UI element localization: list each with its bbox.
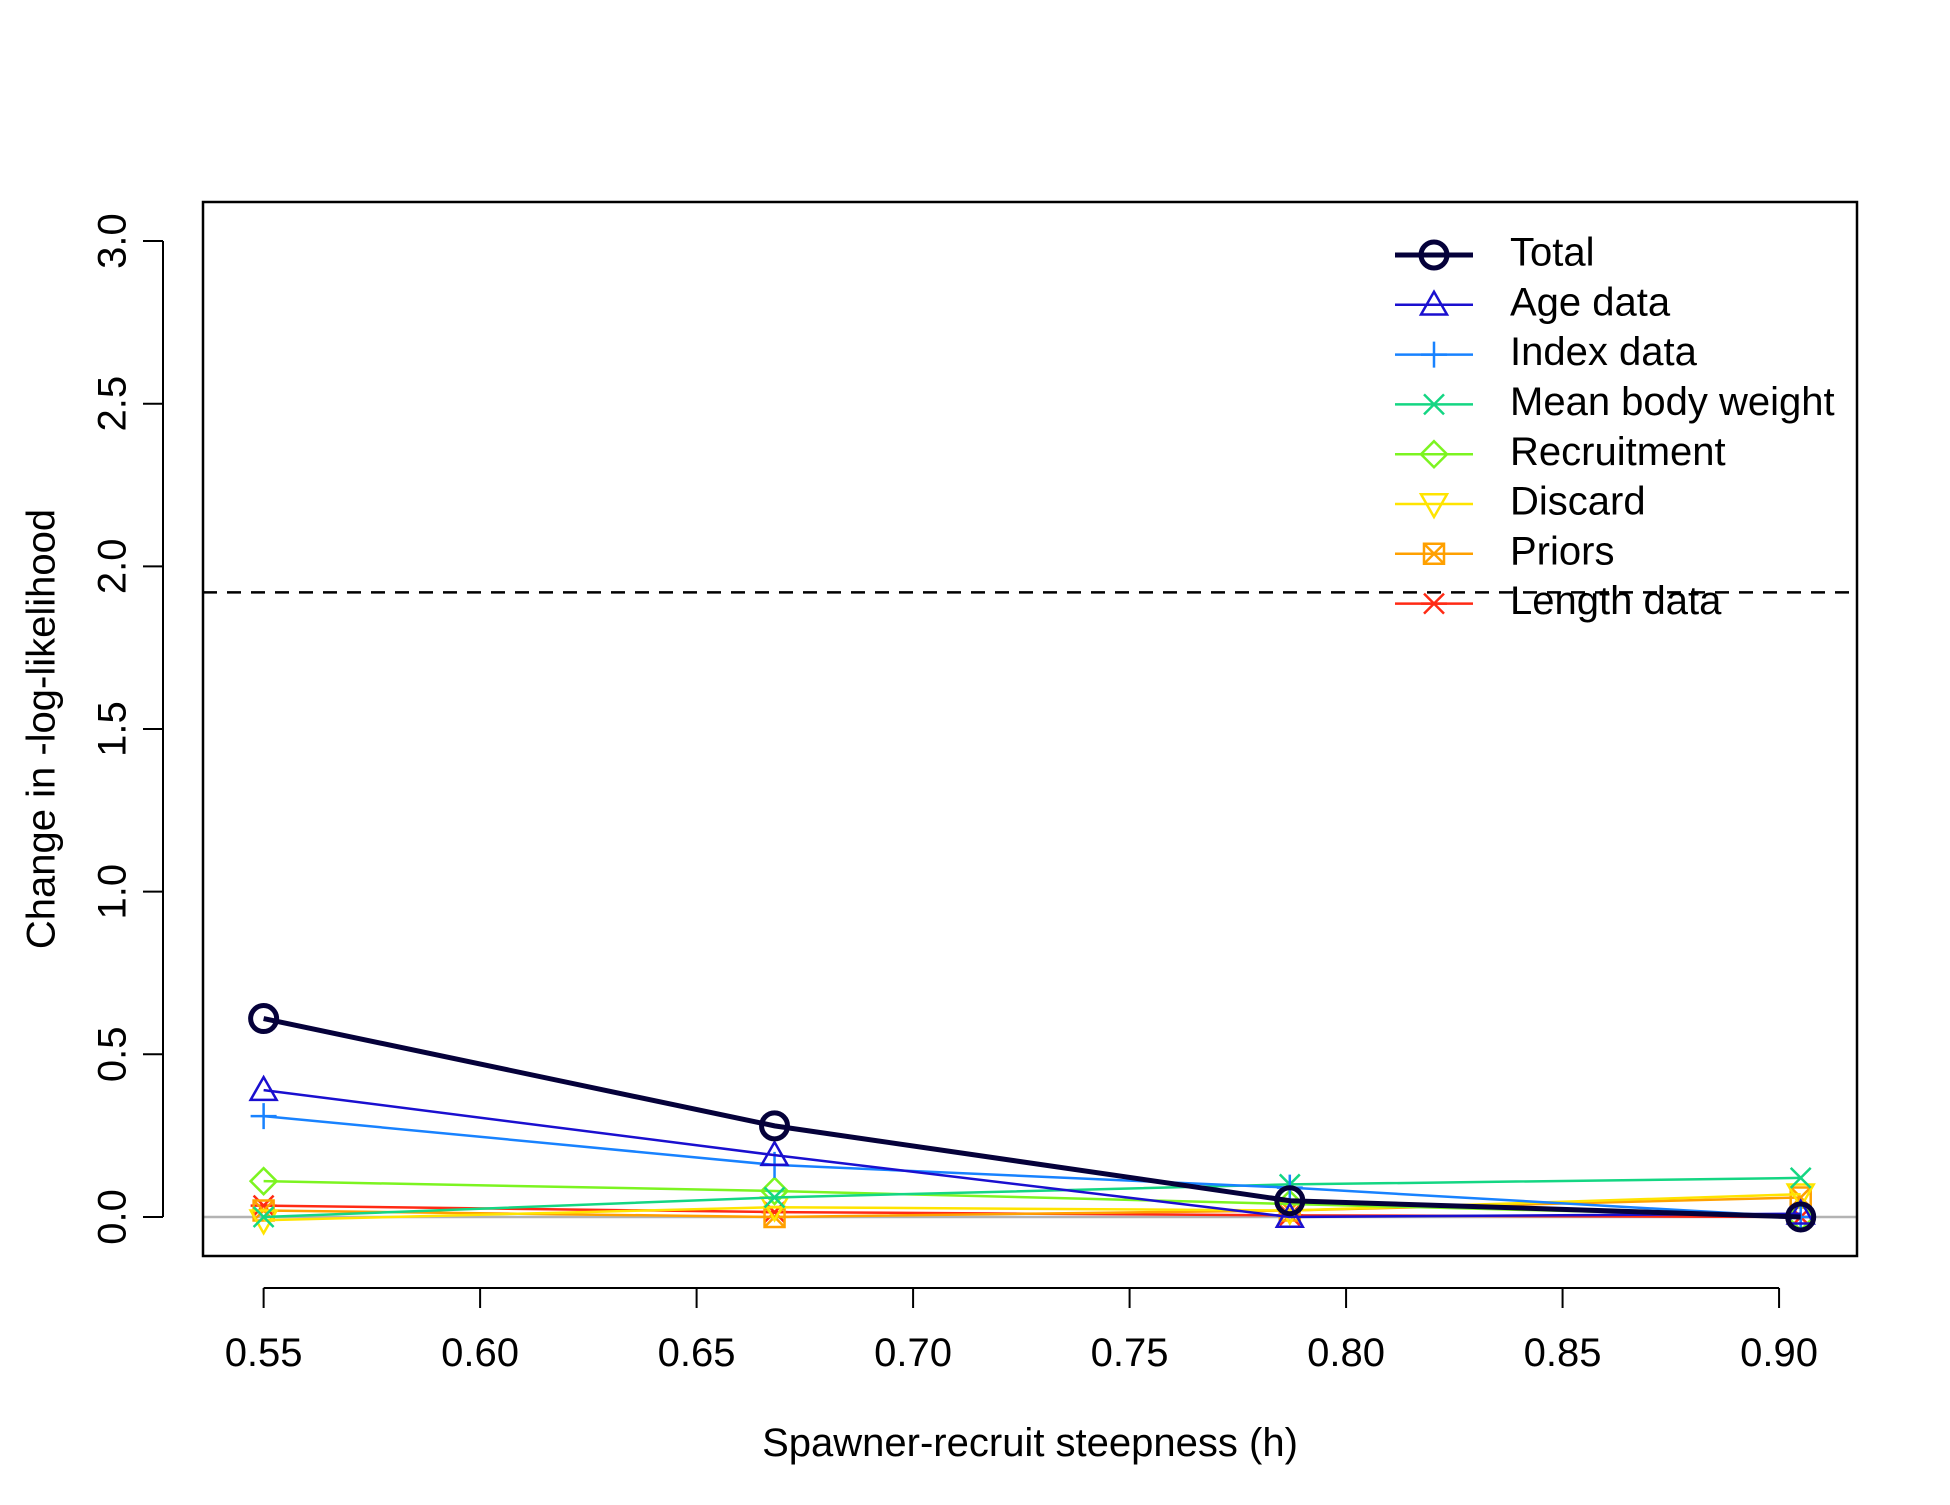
legend-label: Total — [1510, 231, 1595, 275]
legend-label: Priors — [1510, 529, 1614, 573]
legend-marker — [1418, 239, 1450, 271]
y-tick-label: 2.0 — [91, 539, 135, 595]
legend-marker — [1419, 439, 1449, 469]
series-line-index-data — [263, 1114, 1801, 1219]
legend-marker — [1423, 393, 1445, 416]
y-tick-label: 0.5 — [91, 1027, 135, 1083]
data-point-mean-body-weight — [1789, 1167, 1812, 1189]
legend-label: Recruitment — [1510, 430, 1726, 474]
series-age-data — [248, 1074, 1816, 1228]
data-point-age-data — [248, 1074, 279, 1102]
legend-label: Length data — [1510, 579, 1722, 623]
plot-frame — [201, 200, 1859, 1258]
legend-label: Age data — [1510, 280, 1671, 324]
y-tick-label: 0.0 — [91, 1189, 135, 1245]
legend-item-length-data: Length data — [1395, 579, 1722, 623]
data-point-mean-body-weight — [763, 1186, 786, 1209]
data-point-mean-body-weight — [252, 1206, 275, 1228]
series-group — [248, 1003, 1817, 1236]
x-axis: 0.55 0.60 0.65 0.70 0.75 0.80 0.85 0.90 — [225, 1287, 1818, 1375]
y-tick-label: 1.5 — [91, 701, 135, 757]
x-tick-label: 0.55 — [225, 1331, 303, 1375]
series-total — [248, 1003, 1817, 1233]
x-axis-title: Spawner-recruit steepness (h) — [762, 1421, 1298, 1465]
x-tick-label: 0.80 — [1307, 1331, 1385, 1375]
reference-lines — [203, 591, 1857, 1219]
legend-item-mean-body-weight: Mean body weight — [1395, 380, 1835, 424]
data-point-total — [759, 1110, 791, 1142]
legend-item-index-data: Index data — [1395, 330, 1698, 374]
y-tick-label: 3.0 — [91, 213, 135, 269]
legend-item-total: Total — [1395, 231, 1595, 275]
legend-label: Mean body weight — [1510, 380, 1835, 424]
y-axis: 0.0 0.5 1.0 1.5 2.0 2.5 3.0 — [91, 213, 164, 1245]
data-point-total — [248, 1003, 280, 1035]
legend-item-age-data: Age data — [1395, 280, 1671, 324]
series-line-mean-body-weight — [263, 1176, 1801, 1219]
data-point-discard — [1785, 1183, 1816, 1210]
legend: Total Age data Index data Mean body weight R… — [1395, 231, 1835, 623]
data-point-index-data — [250, 1103, 277, 1130]
y-tick-label: 1.0 — [91, 864, 135, 920]
x-tick-label: 0.70 — [874, 1331, 952, 1375]
data-point-length-data — [250, 1194, 277, 1217]
y-tick-label: 2.5 — [91, 376, 135, 432]
data-point-age-data — [1785, 1198, 1816, 1225]
data-point-total — [1785, 1201, 1817, 1233]
x-tick-label: 0.90 — [1740, 1331, 1818, 1375]
series-line-total — [263, 1016, 1801, 1220]
data-point-age-data — [759, 1139, 790, 1167]
legend-item-recruitment: Recruitment — [1395, 430, 1726, 474]
y-axis-title: Change in -log-likelihood — [20, 509, 64, 949]
data-point-total — [1274, 1185, 1306, 1217]
series-line-age-data — [263, 1088, 1801, 1219]
x-tick-label: 0.85 — [1524, 1331, 1602, 1375]
legend-label: Index data — [1510, 330, 1698, 374]
legend-marker — [1418, 289, 1450, 316]
legend-item-priors: Priors — [1395, 529, 1614, 573]
x-tick-label: 0.75 — [1091, 1331, 1169, 1375]
x-tick-label: 0.60 — [441, 1331, 519, 1375]
data-point-recruitment — [248, 1166, 279, 1196]
legend-marker — [1418, 493, 1450, 520]
legend-marker — [1421, 592, 1447, 615]
legend-marker — [1421, 341, 1447, 368]
series-mean-body-weight — [252, 1167, 1812, 1228]
data-point-age-data — [1274, 1201, 1305, 1228]
legend-marker — [1422, 542, 1446, 566]
legend-item-discard: Discard — [1395, 480, 1646, 524]
legend-label: Discard — [1510, 480, 1646, 524]
x-tick-label: 0.65 — [658, 1331, 736, 1375]
data-point-recruitment — [759, 1176, 790, 1206]
